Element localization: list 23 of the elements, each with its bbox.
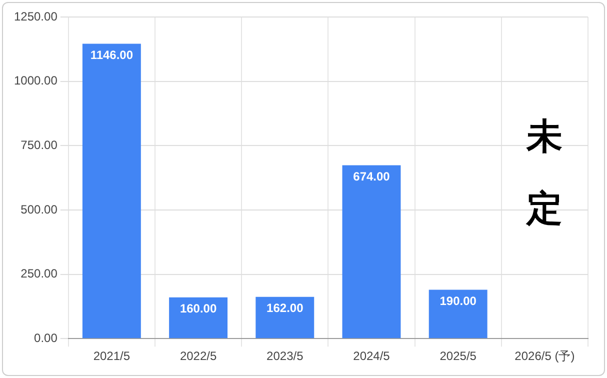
bar (342, 165, 401, 338)
y-tick-label: 1000.00 (14, 74, 58, 88)
bar (82, 44, 141, 338)
annotation: 未定 (526, 116, 563, 230)
y-tick-label: 0.00 (34, 330, 58, 345)
bar (169, 297, 228, 338)
data-label: 190.00 (440, 294, 477, 308)
x-tick-label: 2023/5 (266, 349, 304, 364)
data-label: 160.00 (180, 302, 217, 316)
bar (428, 290, 488, 338)
x-tick-label: 2026/5 (予) (514, 349, 575, 364)
y-tick-label: 250.00 (20, 266, 58, 281)
y-tick-label: 750.00 (20, 138, 58, 152)
y-tick-label: 500.00 (20, 202, 58, 216)
data-label: 162.00 (266, 301, 304, 316)
x-tick-label: 2025/5 (440, 349, 477, 364)
data-label: 1146.00 (90, 48, 134, 62)
y-tick-label: 1250.00 (14, 9, 58, 24)
x-tick-label: 2022/5 (180, 349, 217, 364)
data-label: 674.00 (353, 170, 390, 184)
x-tick-label: 2024/5 (353, 349, 390, 364)
bar (256, 296, 314, 338)
x-tick-label: 2021/5 (93, 349, 130, 364)
